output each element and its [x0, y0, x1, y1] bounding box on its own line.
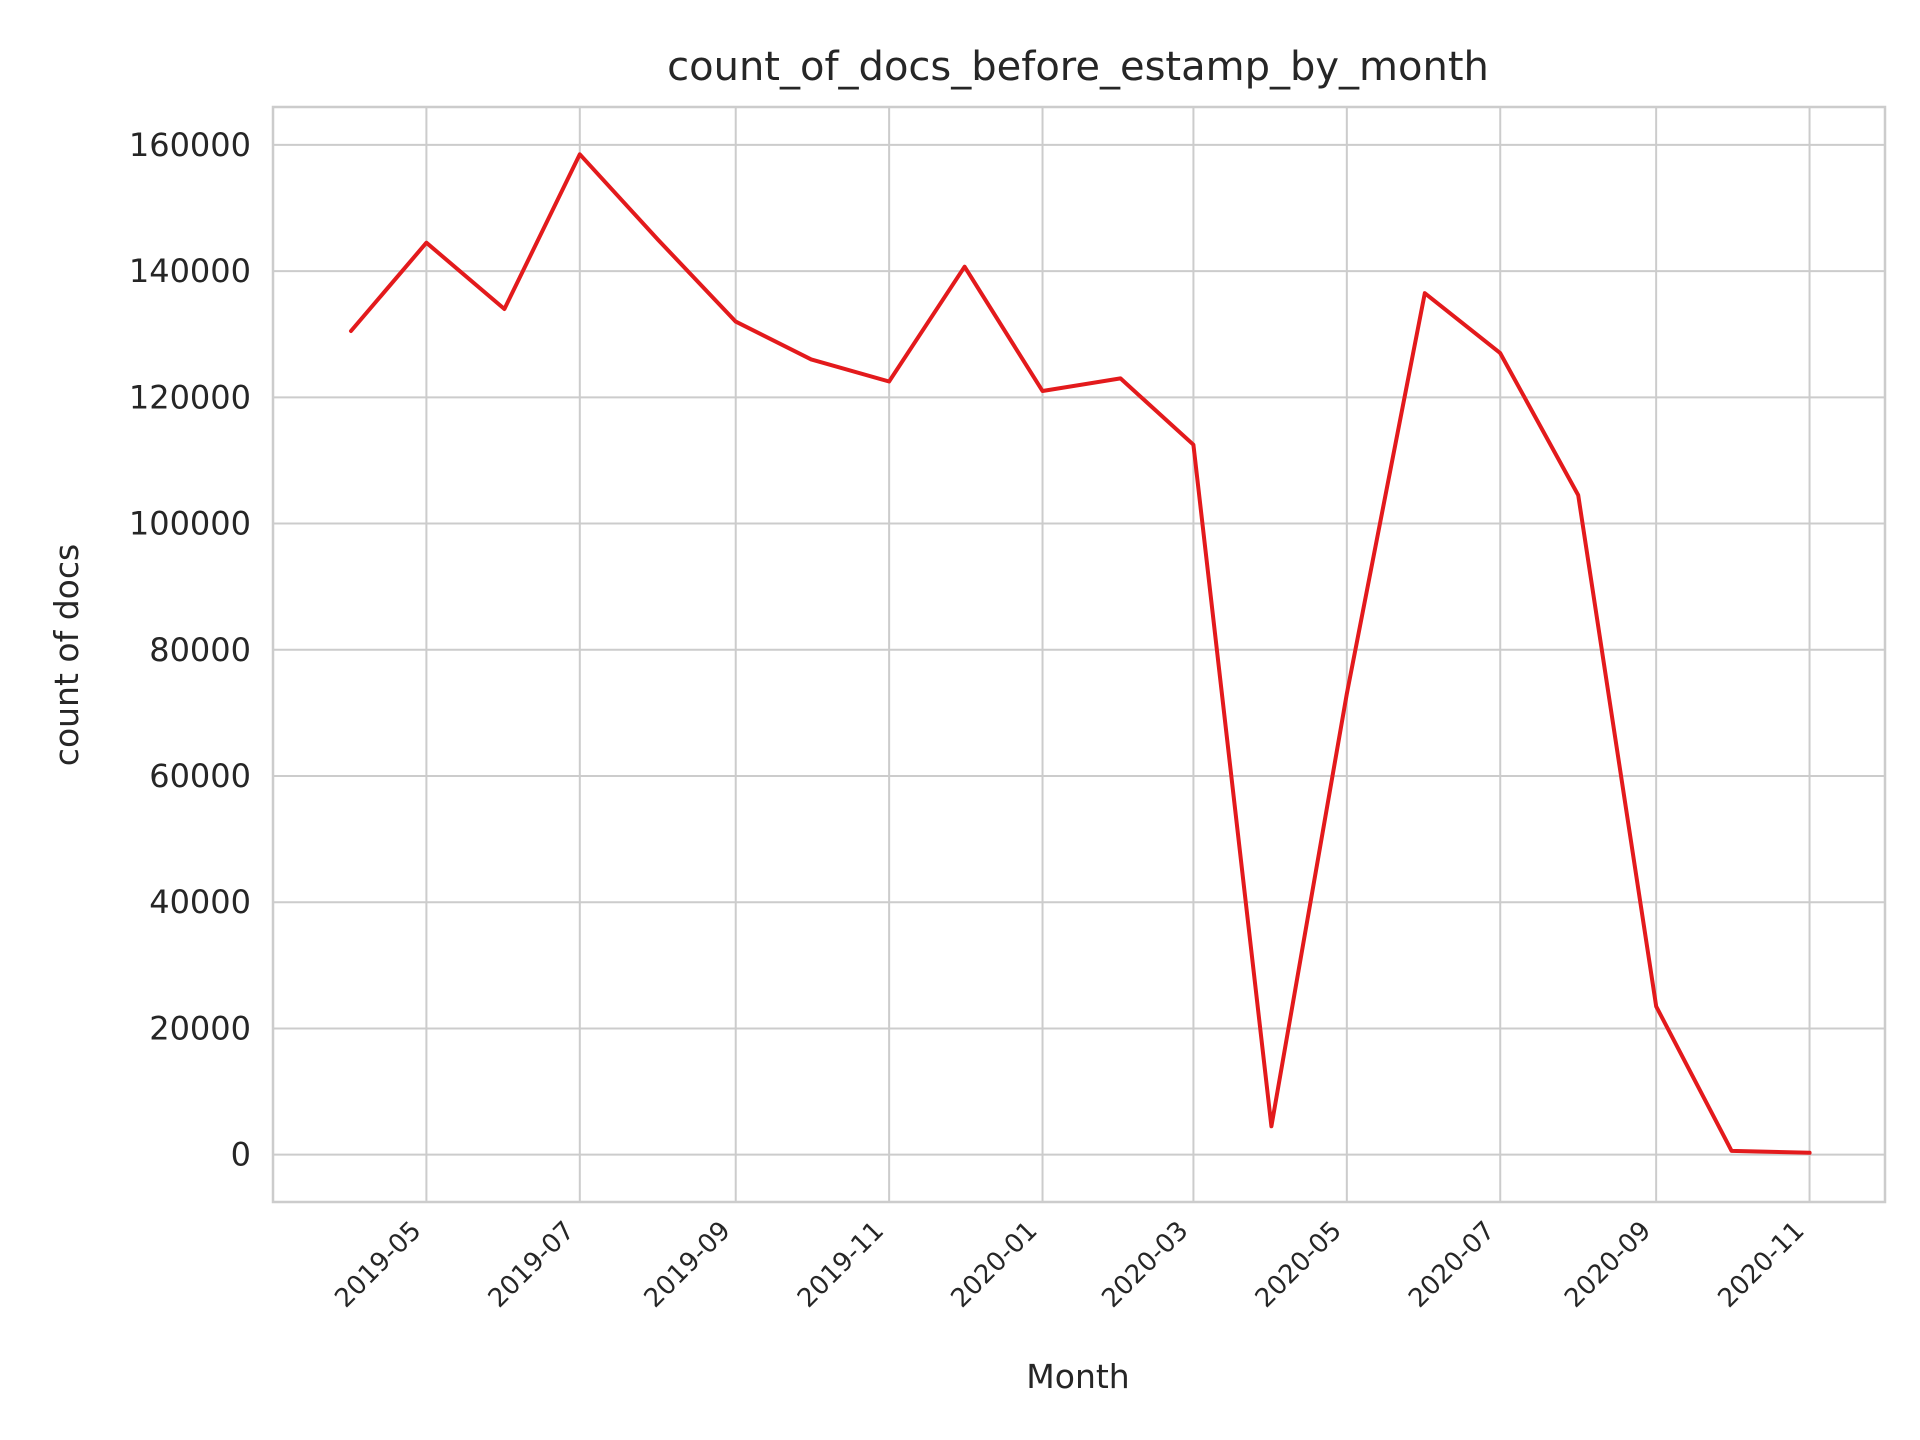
- series-group: [349, 152, 1812, 1155]
- x-tick-label: 2019-11: [792, 1216, 890, 1314]
- x-tick-label: 2020-07: [1403, 1216, 1501, 1314]
- x-tick-label: 2020-01: [945, 1216, 1043, 1314]
- y-tick-labels: 0 20000 40000 60000 80000 100000 120000 140000 1…: [129, 126, 251, 1174]
- y-tick-label: 60000: [149, 757, 251, 795]
- y-tick-label: 40000: [149, 883, 251, 921]
- y-tick-label: 80000: [149, 631, 251, 669]
- y-tick-label: 20000: [149, 1009, 251, 1047]
- x-tick-label: 2019-09: [639, 1216, 737, 1314]
- x-tick-label: 2020-11: [1712, 1216, 1810, 1314]
- y-axis-label: count of docs: [47, 544, 86, 766]
- plot-frame: [271, 105, 1887, 1204]
- y-tick-label: 140000: [129, 252, 251, 290]
- x-tick-label: 2019-05: [329, 1216, 427, 1314]
- x-tick-label: 2020-09: [1559, 1216, 1657, 1314]
- x-tick-labels: 2019-05 2019-07 2019-09 2019-11 2020-01 2020-…: [329, 1216, 1810, 1314]
- x-gridlines: [425, 107, 1811, 1202]
- x-tick-label: 2020-03: [1096, 1216, 1194, 1314]
- x-tick-label: 2020-05: [1250, 1216, 1348, 1314]
- y-tick-label: 100000: [129, 505, 251, 543]
- x-tick-label: 2019-07: [483, 1216, 581, 1314]
- x-axis-label: Month: [1026, 1357, 1129, 1396]
- series-line: [349, 152, 1812, 1155]
- chart-title: count_of_docs_before_estamp_by_month: [667, 44, 1489, 90]
- y-tick-label: 160000: [129, 126, 251, 164]
- y-gridlines: [273, 143, 1885, 1156]
- y-tick-label: 120000: [129, 378, 251, 416]
- y-tick-label: 0: [231, 1136, 251, 1174]
